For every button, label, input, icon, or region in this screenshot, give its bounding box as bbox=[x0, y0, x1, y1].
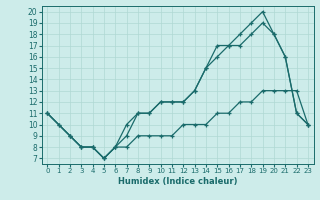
X-axis label: Humidex (Indice chaleur): Humidex (Indice chaleur) bbox=[118, 177, 237, 186]
